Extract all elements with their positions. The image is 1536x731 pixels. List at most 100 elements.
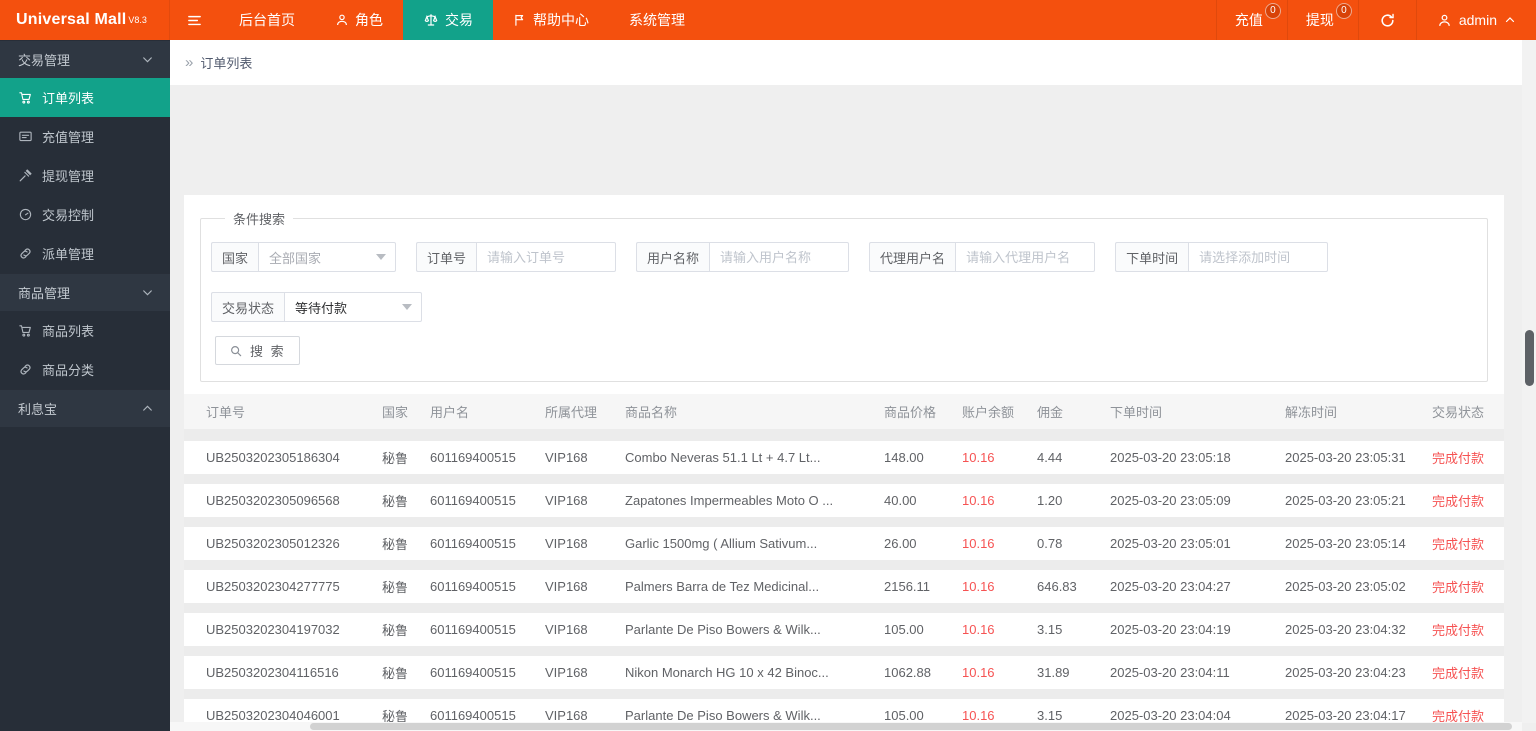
search-field-5: 交易状态 等待付款	[211, 292, 423, 322]
field-label: 代理用户名	[869, 242, 956, 272]
table-cell: 2025-03-20 23:04:19	[1110, 622, 1231, 637]
table-cell: VIP168	[545, 450, 588, 465]
select-field-5[interactable]: 等待付款	[284, 292, 423, 322]
search-fields-row: 国家全部国家订单号用户名称代理用户名下单时间交易状态等待付款	[211, 242, 1473, 322]
card-icon	[18, 129, 33, 144]
nav-tab-2[interactable]: 交易	[403, 0, 493, 40]
table-cell: 2025-03-20 23:05:14	[1285, 536, 1406, 551]
search-panel: 条件搜索 国家全部国家订单号用户名称代理用户名下单时间交易状态等待付款 搜 索	[200, 209, 1488, 382]
nav-menu: 后台首页 角色 交易 帮助中心 系统管理	[219, 0, 705, 40]
field-label: 交易状态	[211, 292, 285, 322]
link-icon	[18, 246, 33, 261]
sidebar: 交易管理订单列表充值管理 提现管理 交易控制派单管理商品管理商品列表 商品分类 利息宝	[0, 40, 170, 731]
table-row: UB2503202304116516 秘鲁 601169400515 VIP168 Ni…	[184, 656, 1504, 689]
table-cell: 646.83	[1037, 579, 1077, 594]
table-header-row: 订单号 国家 用户名 所属代理 商品名称 商品价格 账户余额 佣金 下单时间 解冻时间 交易状态	[184, 394, 1504, 429]
table-cell: 10.16	[962, 665, 995, 680]
sidebar-toggle-button[interactable]	[170, 0, 219, 40]
cart-icon	[18, 323, 33, 338]
sidebar-item-7[interactable]: 商品列表	[0, 311, 170, 350]
table-cell: 3.15	[1037, 708, 1063, 723]
gavel-icon	[18, 168, 33, 183]
nav-action-1[interactable]: 提现 0	[1286, 0, 1358, 40]
breadcrumb-arrows-icon: »	[185, 54, 194, 71]
nav-right: 充值 0 提现 0 admin	[1215, 0, 1536, 40]
table-cell: 601169400515	[430, 665, 516, 680]
text-field-4[interactable]	[1188, 242, 1329, 272]
nav-tab-label: 帮助中心	[533, 12, 589, 28]
search-field-1: 订单号	[416, 242, 617, 272]
user-menu[interactable]: admin	[1415, 0, 1536, 40]
sidebar-group-0[interactable]: 交易管理	[0, 40, 170, 78]
table-cell: 2025-03-20 23:05:02	[1285, 579, 1406, 594]
nav-actions: 充值 0 提现 0	[1215, 0, 1358, 40]
column-header: 所属代理	[545, 405, 598, 420]
table-cell: 完成付款	[1432, 494, 1485, 509]
table-cell: Zapatones Impermeables Moto O ...	[625, 493, 834, 508]
table-cell: 601169400515	[430, 493, 516, 508]
sidebar-group-label: 商品管理	[18, 286, 71, 301]
table-cell: VIP168	[545, 665, 588, 680]
table-row: UB2503202304277775 秘鲁 601169400515 VIP168 Pa…	[184, 570, 1504, 603]
sidebar-item-8[interactable]: 商品分类	[0, 350, 170, 389]
sidebar-item-label: 派单管理	[42, 247, 95, 262]
sidebar-item-3[interactable]: 提现管理	[0, 156, 170, 195]
table-cell: 1.20	[1037, 493, 1063, 508]
nav-tab-4[interactable]: 系统管理	[609, 0, 705, 40]
chevron-up-icon	[141, 402, 154, 415]
table-cell: Combo Neveras 51.1 Lt + 4.7 Lt...	[625, 450, 821, 465]
table-cell: 2025-03-20 23:05:18	[1110, 450, 1231, 465]
column-header: 国家	[382, 405, 409, 420]
text-field-1[interactable]	[476, 242, 617, 272]
page-title: 订单列表	[200, 56, 253, 71]
nav-tab-3[interactable]: 帮助中心	[493, 0, 609, 40]
sidebar-item-5[interactable]: 派单管理	[0, 234, 170, 273]
table-cell: 10.16	[962, 708, 995, 723]
vertical-scrollbar	[1522, 40, 1536, 723]
sidebar-group-6[interactable]: 商品管理	[0, 273, 170, 311]
table-cell: 601169400515	[430, 622, 516, 637]
brand-version: V8.3	[128, 15, 147, 25]
chevron-down-icon	[402, 304, 413, 310]
chevron-up-icon	[1504, 14, 1516, 26]
text-field-2[interactable]	[709, 242, 850, 272]
sidebar-item-2[interactable]: 充值管理	[0, 117, 170, 156]
table-cell: UB2503202305012326	[206, 536, 340, 551]
table-cell: VIP168	[545, 622, 588, 637]
table-cell: VIP168	[545, 579, 588, 594]
table-cell: 完成付款	[1432, 537, 1485, 552]
table-cell: 完成付款	[1432, 451, 1485, 466]
table-cell: UB2503202304197032	[206, 622, 340, 637]
table-cell: Parlante De Piso Bowers & Wilk...	[625, 708, 821, 723]
refresh-button[interactable]	[1357, 0, 1416, 40]
table-row: UB2503202305186304 秘鲁 601169400515 VIP168 Co…	[184, 441, 1504, 474]
table-cell: 秘鲁	[382, 494, 409, 509]
nav-tab-1[interactable]: 角色	[315, 0, 403, 40]
table-cell: 2025-03-20 23:04:11	[1110, 665, 1230, 680]
table-cell: 完成付款	[1432, 580, 1485, 595]
table-cell: 601169400515	[430, 536, 516, 551]
sidebar-group-9[interactable]: 利息宝	[0, 389, 170, 427]
select-field-0[interactable]: 全部国家	[258, 242, 397, 272]
table-cell: UB2503202304277775	[206, 579, 340, 594]
nav-tab-0[interactable]: 后台首页	[219, 0, 315, 40]
gauge-icon	[18, 207, 33, 222]
search-button[interactable]: 搜 索	[215, 336, 300, 365]
user-icon	[335, 13, 349, 27]
text-field-3[interactable]	[955, 242, 1096, 272]
table-row: UB2503202305012326 秘鲁 601169400515 VIP168 Ga…	[184, 527, 1504, 560]
vertical-scrollbar-thumb[interactable]	[1525, 330, 1534, 386]
table-cell: 2025-03-20 23:04:32	[1285, 622, 1406, 637]
column-header: 交易状态	[1432, 405, 1485, 420]
nav-action-0[interactable]: 充值 0	[1215, 0, 1287, 40]
sidebar-item-label: 订单列表	[42, 91, 95, 106]
select-value: 等待付款	[295, 300, 348, 316]
table-cell: Nikon Monarch HG 10 x 42 Binoc...	[625, 665, 829, 680]
sidebar-item-4[interactable]: 交易控制	[0, 195, 170, 234]
table-cell: 0.78	[1037, 536, 1063, 551]
sidebar-item-1[interactable]: 订单列表	[0, 78, 170, 117]
table-cell: 2025-03-20 23:04:17	[1285, 708, 1406, 723]
search-field-4: 下单时间	[1115, 242, 1329, 272]
horizontal-scrollbar-thumb[interactable]	[310, 723, 1512, 730]
table-cell: 601169400515	[430, 708, 516, 723]
